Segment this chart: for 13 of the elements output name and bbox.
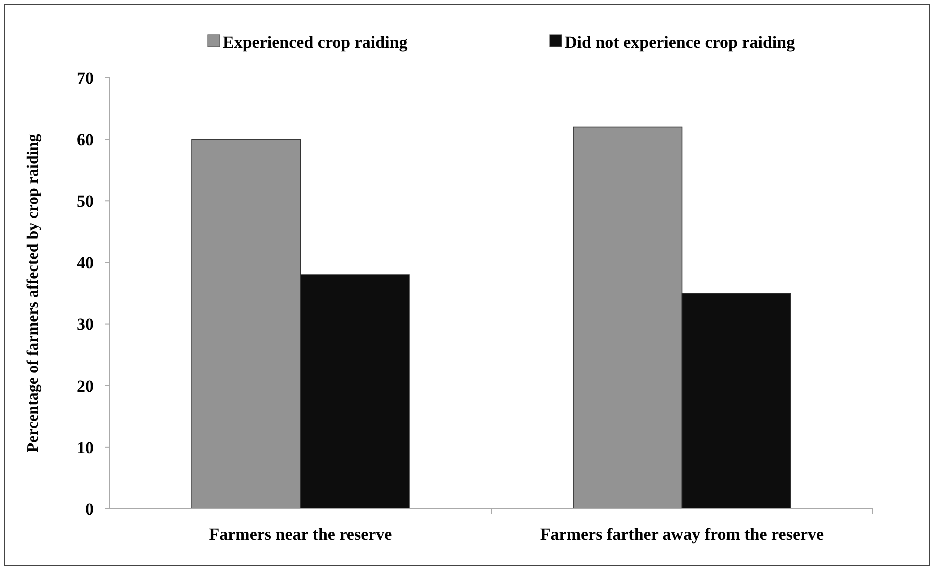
legend-label: Experienced crop raiding (223, 32, 408, 52)
x-tick-label: Farmers near the reserve (209, 525, 393, 544)
y-tick-label: 60 (77, 130, 94, 150)
y-tick-label: 50 (77, 192, 94, 212)
y-tick-label: 20 (77, 376, 94, 396)
y-tick-label: 70 (77, 68, 94, 88)
y-tick-label: 0 (86, 500, 94, 519)
legend-label: Did not experience crop raiding (565, 32, 796, 52)
x-tick-label: Farmers farther away from the reserve (540, 525, 825, 544)
y-tick-label: 30 (77, 315, 94, 334)
y-axis-title: Percentage of farmers affected by crop raiding (25, 134, 42, 453)
y-tick-label: 10 (77, 438, 94, 458)
y-tick-label: 40 (77, 254, 94, 273)
